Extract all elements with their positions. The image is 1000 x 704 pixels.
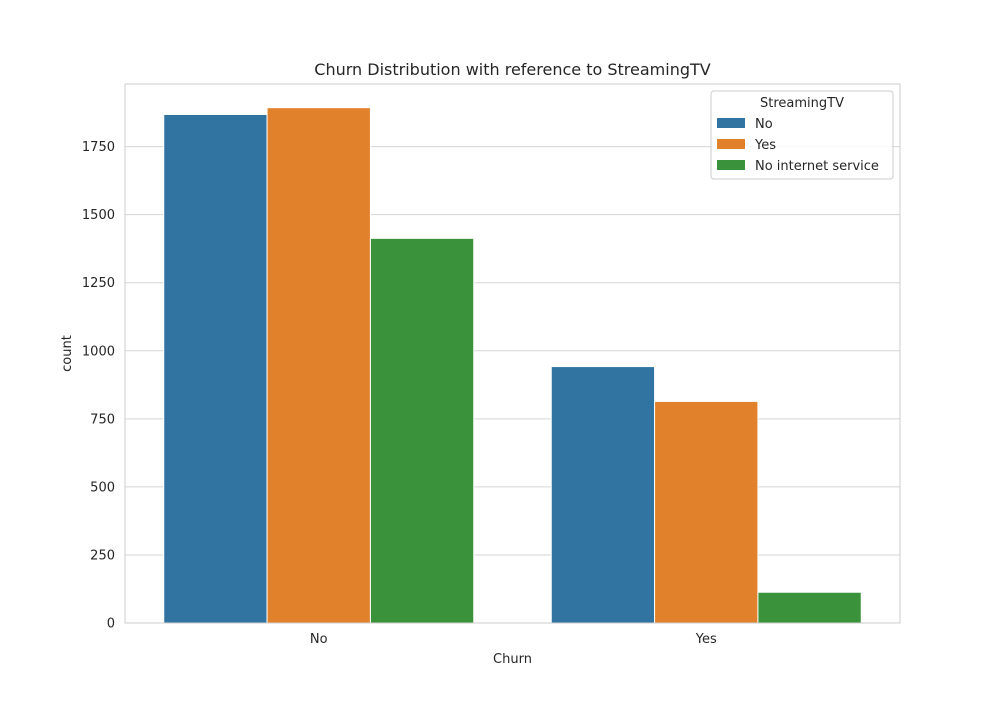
y-tick-label: 0 (107, 617, 115, 632)
y-tick-label: 750 (90, 412, 115, 427)
x-tick-labels: No Yes (310, 632, 717, 647)
y-tick-label: 250 (90, 548, 115, 563)
legend-swatch (717, 139, 745, 149)
y-tick-label: 1000 (82, 344, 115, 359)
legend-title: StreamingTV (760, 96, 844, 111)
plot-frame (124, 83, 901, 624)
bar-yes-no (550, 366, 656, 624)
bar-yes-yes (654, 400, 759, 624)
legend-box (710, 90, 894, 180)
bar-no-no (163, 113, 268, 624)
chart-title: Churn Distribution with reference to Str… (314, 60, 710, 79)
x-axis-label: Churn (493, 652, 532, 667)
legend-swatch (717, 160, 745, 170)
y-tick-labels: 0 250 500 750 1000 1250 1500 1750 (82, 140, 115, 631)
y-tick-label: 500 (90, 480, 115, 495)
y-tick-label: 1750 (82, 140, 115, 155)
legend-label: No internet service (755, 159, 879, 174)
legend-swatch (717, 118, 745, 128)
legend-label: No (755, 117, 773, 132)
y-tick-label: 1500 (82, 208, 115, 223)
y-tick-label: 1250 (82, 276, 115, 291)
x-tick-label: No (310, 632, 328, 647)
legend-items: No Yes No internet service (717, 117, 879, 174)
y-axis-label: count (60, 335, 75, 372)
bar-no-yes (266, 107, 371, 624)
bars (163, 107, 862, 624)
bar-yes-no-internet-service (757, 591, 862, 624)
bar-no-no-internet-service (369, 237, 475, 624)
legend: StreamingTV No Yes No internet service (710, 90, 894, 180)
legend-label: Yes (754, 138, 776, 153)
x-tick-label: Yes (695, 632, 717, 647)
